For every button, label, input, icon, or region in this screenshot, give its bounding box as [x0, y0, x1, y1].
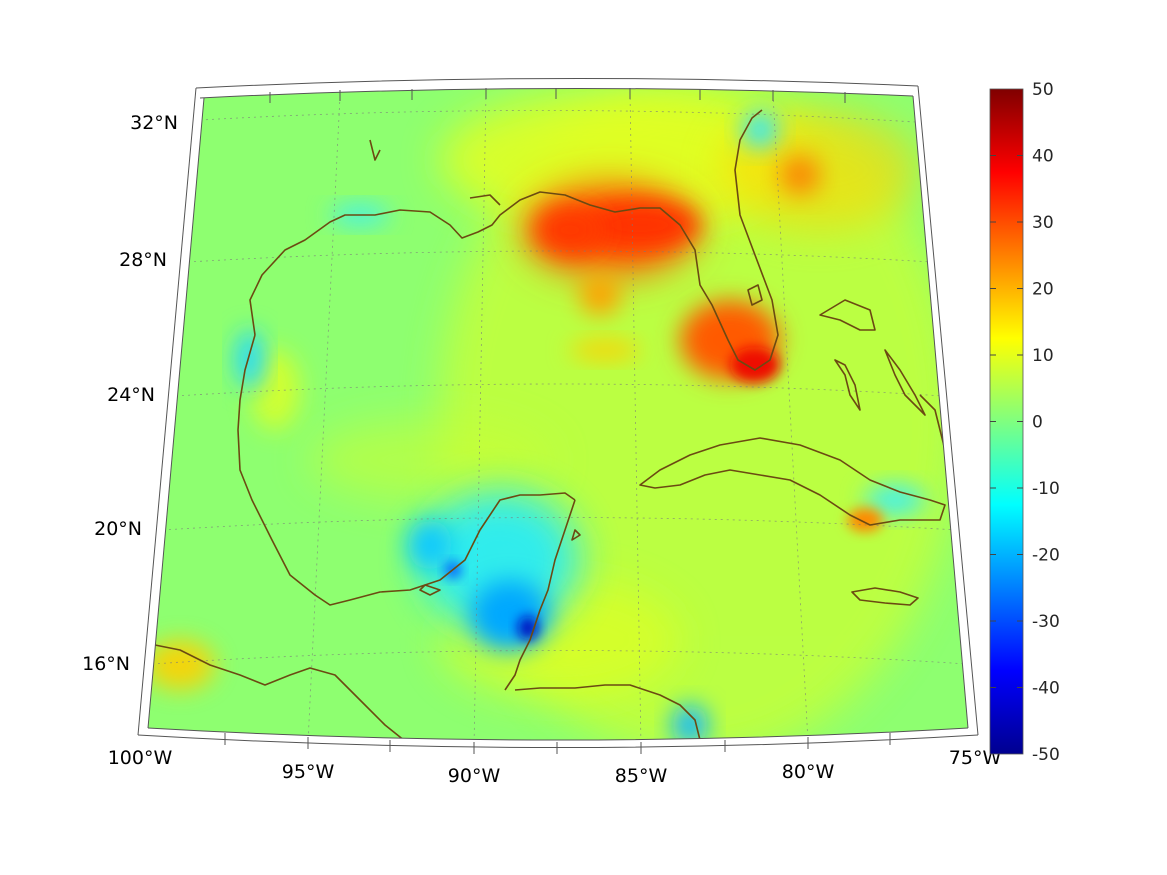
lon-label-95: 95°W	[282, 761, 335, 783]
map-frame	[137, 77, 979, 754]
latitude-labels: 16°N 20°N 24°N 28°N 32°N	[82, 112, 178, 675]
lon-label-80: 80°W	[782, 761, 835, 783]
coastlines	[154, 109, 946, 741]
lat-label-20: 20°N	[94, 518, 142, 540]
longitude-labels: 100°W 95°W 90°W 85°W 80°W 75°W	[108, 747, 1002, 787]
lon-label-90: 90°W	[448, 765, 501, 787]
colorbar-label-30: 30	[1032, 213, 1054, 233]
colorbar-label-neg30: -30	[1032, 612, 1060, 632]
colorbar-label-20: 20	[1032, 280, 1054, 300]
lon-label-75: 75°W	[949, 747, 1002, 769]
colorbar: 50 40 30 20 10 0 -10 -20 -30 -40 -50	[989, 80, 1060, 765]
lon-label-85: 85°W	[615, 765, 668, 787]
graticule	[151, 91, 968, 741]
colorbar-ticks	[990, 155, 1023, 688]
lat-label-16: 16°N	[82, 653, 130, 675]
colorbar-label-neg50: -50	[1032, 745, 1060, 765]
colorbar-label-50: 50	[1032, 80, 1054, 100]
colorbar-label-neg10: -10	[1032, 479, 1060, 499]
colorbar-label-neg20: -20	[1032, 546, 1060, 566]
colorbar-label-neg40: -40	[1032, 679, 1060, 699]
lat-label-32: 32°N	[130, 112, 178, 134]
colorbar-label-0: 0	[1032, 413, 1043, 433]
colorbar-label-40: 40	[1032, 147, 1054, 167]
field-layer	[148, 88, 968, 741]
lat-label-24: 24°N	[107, 384, 155, 406]
lat-label-28: 28°N	[119, 249, 167, 271]
lon-label-100: 100°W	[108, 747, 173, 769]
colorbar-label-10: 10	[1032, 346, 1054, 366]
